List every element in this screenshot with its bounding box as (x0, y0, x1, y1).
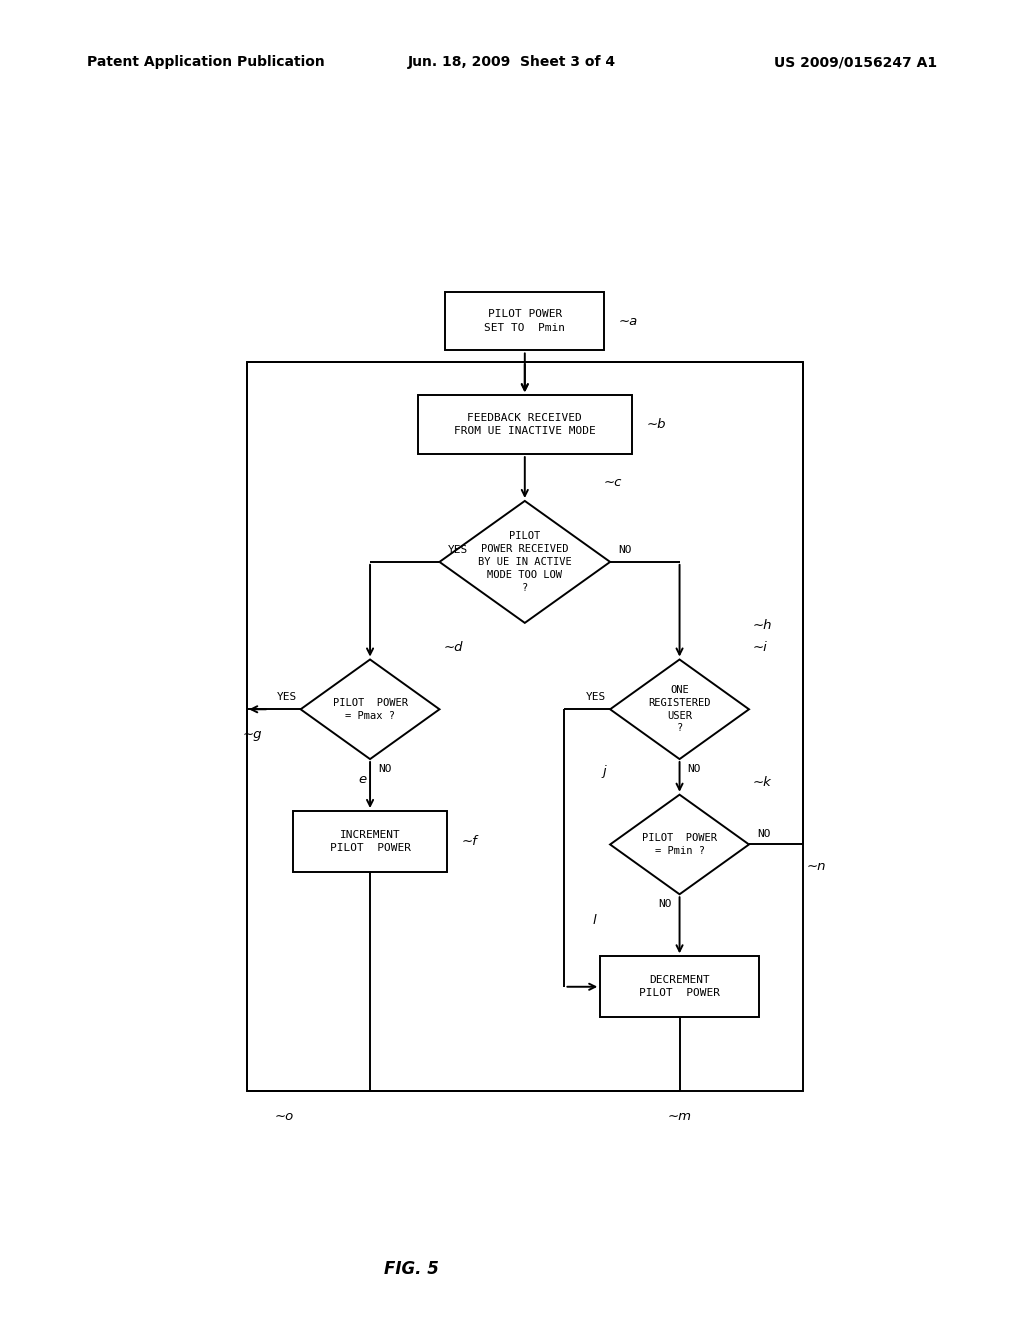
Text: ∼c: ∼c (604, 477, 623, 490)
Text: ∼o: ∼o (274, 1110, 294, 1123)
Text: FIG. 5: FIG. 5 (384, 1259, 439, 1278)
Text: ∼a: ∼a (618, 314, 638, 327)
Polygon shape (610, 660, 749, 759)
Bar (445, 292, 604, 351)
Text: ∼g: ∼g (243, 729, 262, 742)
Text: ∼n: ∼n (807, 861, 826, 874)
Text: NO: NO (658, 899, 672, 909)
Text: INCREMENT
PILOT  POWER: INCREMENT PILOT POWER (330, 830, 411, 853)
Text: ∼i: ∼i (753, 640, 768, 653)
Bar (418, 395, 632, 454)
Text: ∼b: ∼b (646, 418, 666, 432)
Text: ∼h: ∼h (753, 619, 772, 632)
Bar (293, 810, 447, 873)
Text: ∼m: ∼m (668, 1110, 691, 1123)
Text: YES: YES (447, 545, 468, 554)
Text: YES: YES (276, 692, 297, 702)
Text: j: j (602, 766, 606, 779)
Text: NO: NO (378, 764, 391, 774)
Text: l: l (593, 913, 596, 927)
Text: DECREMENT
PILOT  POWER: DECREMENT PILOT POWER (639, 975, 720, 998)
Text: PILOT  POWER
= Pmax ?: PILOT POWER = Pmax ? (333, 698, 408, 721)
Text: ∼f: ∼f (462, 836, 477, 847)
Text: NO: NO (618, 545, 632, 554)
Text: ONE
REGISTERED
USER
?: ONE REGISTERED USER ? (648, 685, 711, 734)
Polygon shape (439, 500, 610, 623)
Text: PILOT
POWER RECEIVED
BY UE IN ACTIVE
MODE TOO LOW
?: PILOT POWER RECEIVED BY UE IN ACTIVE MOD… (478, 532, 571, 593)
Text: Patent Application Publication: Patent Application Publication (87, 55, 325, 70)
Polygon shape (610, 795, 749, 894)
Text: PILOT POWER
SET TO  Pmin: PILOT POWER SET TO Pmin (484, 309, 565, 333)
Text: US 2009/0156247 A1: US 2009/0156247 A1 (774, 55, 937, 70)
Polygon shape (301, 660, 439, 759)
Text: Jun. 18, 2009  Sheet 3 of 4: Jun. 18, 2009 Sheet 3 of 4 (408, 55, 616, 70)
Bar (247, 362, 803, 1092)
Text: ∼k: ∼k (753, 776, 772, 789)
Text: NO: NO (757, 829, 770, 840)
Text: FEEDBACK RECEIVED
FROM UE INACTIVE MODE: FEEDBACK RECEIVED FROM UE INACTIVE MODE (454, 413, 596, 437)
Text: NO: NO (687, 764, 701, 774)
Text: e: e (358, 774, 367, 787)
Text: YES: YES (586, 692, 606, 702)
Bar (600, 956, 759, 1018)
Text: PILOT  POWER
= Pmin ?: PILOT POWER = Pmin ? (642, 833, 717, 855)
Text: ∼d: ∼d (443, 640, 463, 653)
